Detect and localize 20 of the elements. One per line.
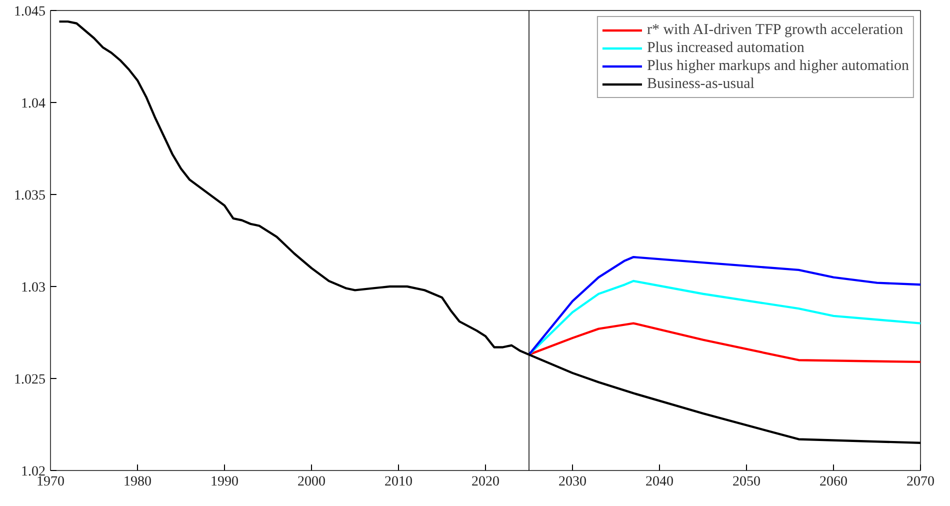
x-tick-label: 2020 (472, 474, 500, 490)
x-tick-label: 2040 (646, 474, 674, 490)
y-tick-label: 1.025 (14, 372, 46, 388)
x-tick-label: 2050 (732, 474, 760, 490)
x-tick-label: 1990 (210, 474, 238, 490)
y-tick-label: 1.04 (21, 96, 46, 112)
legend-label: Plus increased automation (646, 39, 804, 57)
x-tick-label: 2000 (298, 474, 326, 490)
y-tick-label: 1.045 (14, 4, 46, 20)
x-tick-label: 2070 (906, 474, 934, 490)
x-tick-label: 2060 (820, 474, 848, 490)
x-tick-label: 2010 (384, 474, 412, 490)
line-series (528, 256, 920, 356)
y-tick-label: 1.03 (21, 280, 46, 296)
x-tick-label: 2030 (558, 474, 586, 490)
legend-label: Business-as-usual (646, 75, 754, 93)
legend-label: r* with AI-driven TFP growth acceleration (646, 21, 904, 39)
legend-label: Plus higher markups and higher automation (646, 57, 909, 75)
x-tick-label: 1980 (124, 474, 152, 490)
y-tick-label: 1.035 (14, 188, 46, 204)
